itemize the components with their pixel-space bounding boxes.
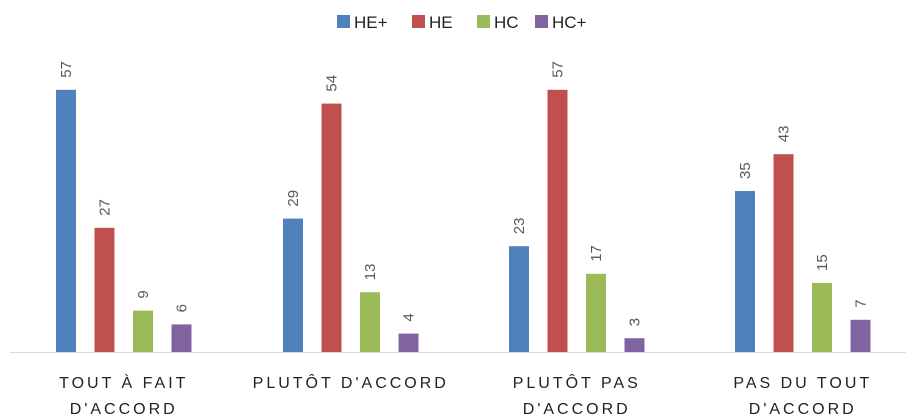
- legend-label-he-plus: HE+: [354, 13, 388, 32]
- data-label-hc-cat4: 15: [814, 254, 831, 271]
- category-label-3-line-1: PLUTÔT PAS: [513, 373, 641, 392]
- bar-hc-cat2: [360, 292, 380, 352]
- category-label-4-line-2: D'ACCORD: [749, 401, 857, 414]
- bar-he-cat4: [773, 154, 794, 352]
- data-label-hc-plus-cat3: 3: [627, 318, 644, 326]
- data-label-hc-plus-cat2: 4: [401, 313, 418, 321]
- legend: HE+ HE HC HC+: [337, 13, 587, 32]
- bars-layer: [56, 89, 871, 353]
- legend-swatch-he: [412, 15, 425, 28]
- bar-hc-cat3: [586, 273, 606, 352]
- legend-label-hc-plus: HC+: [552, 13, 587, 32]
- category-label-1-line-2: D'ACCORD: [70, 401, 178, 414]
- category-labels-layer: TOUT À FAIT D'ACCORD PLUTÔT D'ACCORD PLUTÔT…: [59, 373, 872, 414]
- bar-hc-cat1: [133, 310, 153, 352]
- data-label-he-cat2: 54: [324, 75, 341, 92]
- data-label-he-cat4: 43: [776, 126, 793, 143]
- legend-label-hc: HC: [494, 13, 519, 32]
- bar-hc-plus-cat3: [624, 338, 645, 352]
- bar-hc-plus-cat4: [850, 319, 871, 352]
- data-label-hc-cat1: 9: [135, 290, 152, 298]
- data-labels-layer: 57 27 9 6 29 54 13 4 23 57 17 3 35 43 15 7: [58, 61, 870, 326]
- bar-he-plus-cat4: [735, 191, 755, 352]
- category-label-4-line-1: PAS DU TOUT: [733, 375, 872, 392]
- data-label-he-cat3: 57: [550, 61, 567, 78]
- category-label-1-line-1: TOUT À FAIT: [59, 373, 188, 392]
- bar-he-cat3: [547, 89, 568, 353]
- bar-hc-plus-cat1: [171, 324, 192, 352]
- data-label-hc-plus-cat1: 6: [174, 304, 191, 312]
- category-label-3-line-2: D'ACCORD: [523, 401, 631, 414]
- bar-he-cat2: [321, 103, 342, 352]
- legend-swatch-hc-plus: [535, 15, 548, 28]
- bar-hc-plus-cat2: [398, 333, 419, 352]
- data-label-he-cat1: 27: [97, 199, 114, 216]
- data-label-he-plus-cat1: 57: [58, 61, 75, 78]
- legend-swatch-hc: [477, 15, 490, 28]
- bar-he-plus-cat1: [56, 89, 76, 353]
- category-label-2-line-1: PLUTÔT D'ACCORD: [253, 373, 449, 392]
- bar-he-plus-cat3: [509, 246, 529, 352]
- bar-he-cat1: [94, 227, 115, 352]
- legend-label-he: HE: [429, 13, 453, 32]
- data-label-hc-cat3: 17: [588, 245, 605, 262]
- data-label-he-plus-cat4: 35: [737, 162, 754, 179]
- data-label-he-plus-cat3: 23: [511, 218, 528, 235]
- bar-he-plus-cat2: [283, 218, 303, 352]
- data-label-he-plus-cat2: 29: [285, 190, 302, 207]
- data-label-hc-cat2: 13: [362, 264, 379, 281]
- data-label-hc-plus-cat4: 7: [853, 299, 870, 307]
- legend-swatch-he-plus: [337, 15, 350, 28]
- bar-hc-cat4: [812, 283, 832, 352]
